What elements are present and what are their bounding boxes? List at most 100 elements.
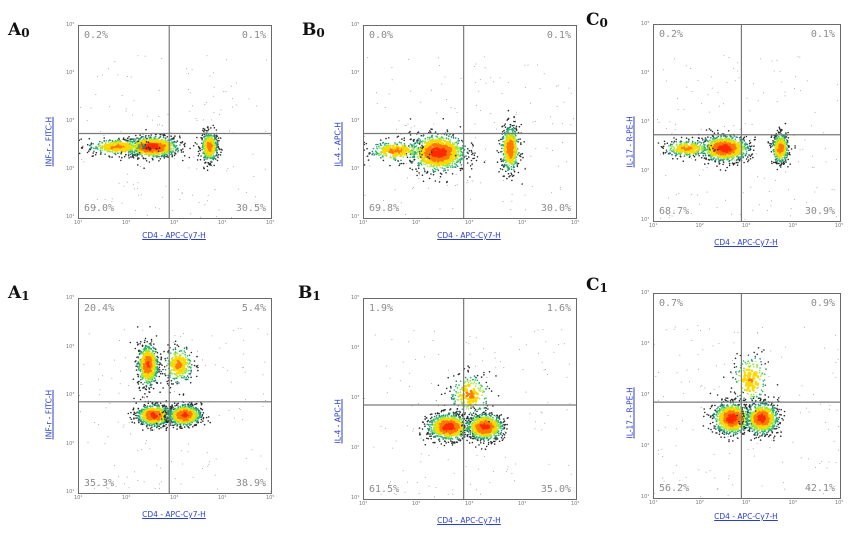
event-dot xyxy=(506,129,509,132)
event-dot xyxy=(382,146,385,149)
event-dot xyxy=(125,145,128,149)
event-dot xyxy=(141,136,144,138)
event-dot xyxy=(556,106,558,107)
event-dot xyxy=(771,60,773,62)
y-tick-label: 10⁴ xyxy=(66,70,75,76)
event-dot xyxy=(144,136,147,138)
event-dot xyxy=(774,179,776,181)
event-dot xyxy=(409,156,411,159)
event-dot xyxy=(716,138,719,140)
event-dot xyxy=(516,140,518,143)
event-dot xyxy=(161,58,163,59)
event-dot xyxy=(446,129,448,131)
event-dot xyxy=(501,168,504,171)
event-dot xyxy=(153,137,156,139)
event-dot xyxy=(151,119,153,121)
event-dot xyxy=(520,123,523,126)
event-dot xyxy=(391,146,395,150)
event-dot xyxy=(446,151,449,155)
event-dot xyxy=(458,155,460,157)
event-dot xyxy=(110,141,113,144)
event-dot xyxy=(158,89,160,91)
event-dot xyxy=(771,200,772,202)
event-dot xyxy=(504,134,506,136)
event-dot xyxy=(511,130,514,132)
event-dot xyxy=(117,152,119,154)
event-dot xyxy=(742,137,745,140)
event-dot xyxy=(88,137,91,140)
event-dot xyxy=(810,125,812,127)
event-dot xyxy=(505,161,508,163)
event-dot xyxy=(725,147,729,150)
event-dot xyxy=(376,146,378,148)
event-dot xyxy=(156,156,158,158)
event-dot xyxy=(428,177,431,180)
event-dot xyxy=(790,207,792,209)
event-dot xyxy=(717,91,719,93)
event-dot xyxy=(203,128,206,130)
event-dot xyxy=(118,138,120,141)
event-dot xyxy=(500,158,502,161)
event-dot xyxy=(197,150,200,153)
event-dot xyxy=(452,134,454,136)
event-dot xyxy=(217,156,219,158)
event-dot xyxy=(116,144,119,148)
event-dot xyxy=(742,138,744,141)
event-dot xyxy=(207,200,208,202)
event-dot xyxy=(711,76,713,78)
event-dot xyxy=(203,167,205,170)
event-dot xyxy=(121,202,123,204)
event-dot xyxy=(101,141,103,144)
event-dot xyxy=(516,139,518,141)
event-dot xyxy=(111,200,113,202)
event-dot xyxy=(137,153,139,156)
event-dot xyxy=(201,137,203,139)
event-dot xyxy=(444,76,446,78)
event-dot xyxy=(166,136,169,138)
event-dot xyxy=(454,166,456,168)
event-dot xyxy=(146,115,148,117)
event-dot xyxy=(420,163,423,166)
event-dot xyxy=(506,142,510,145)
event-dot xyxy=(167,156,169,158)
event-dot xyxy=(467,148,469,150)
event-dot xyxy=(165,185,167,187)
event-dot xyxy=(562,141,563,143)
event-dot xyxy=(411,156,414,158)
event-dot xyxy=(216,140,219,142)
event-dot xyxy=(678,192,680,194)
event-dot xyxy=(432,171,435,173)
event-dot xyxy=(216,151,218,154)
event-dot xyxy=(380,152,383,154)
event-dot xyxy=(199,147,201,150)
event-dot xyxy=(446,99,447,100)
event-dot xyxy=(170,138,173,141)
event-dot xyxy=(470,168,473,170)
event-dot xyxy=(111,150,114,152)
event-dot xyxy=(161,145,165,149)
event-dot xyxy=(812,166,813,168)
event-dot xyxy=(773,153,776,155)
event-dot xyxy=(502,201,504,202)
event-dot xyxy=(181,192,183,194)
event-dot xyxy=(719,169,722,171)
event-dot xyxy=(692,154,695,157)
event-dot xyxy=(101,149,104,151)
event-dot xyxy=(510,168,513,171)
event-dot xyxy=(211,142,215,145)
event-dot xyxy=(206,126,209,129)
event-dot xyxy=(669,121,671,123)
event-dot xyxy=(461,147,463,150)
event-dot xyxy=(718,162,721,165)
event-dot xyxy=(473,154,476,156)
event-dot xyxy=(446,184,448,186)
event-dot xyxy=(381,155,384,157)
event-dot xyxy=(509,156,512,159)
event-dot xyxy=(103,134,105,136)
event-dot xyxy=(738,136,741,139)
event-dot xyxy=(735,161,738,164)
event-dot xyxy=(457,138,460,140)
event-dot xyxy=(211,147,215,150)
event-dot xyxy=(128,141,130,143)
event-dot xyxy=(215,134,217,137)
